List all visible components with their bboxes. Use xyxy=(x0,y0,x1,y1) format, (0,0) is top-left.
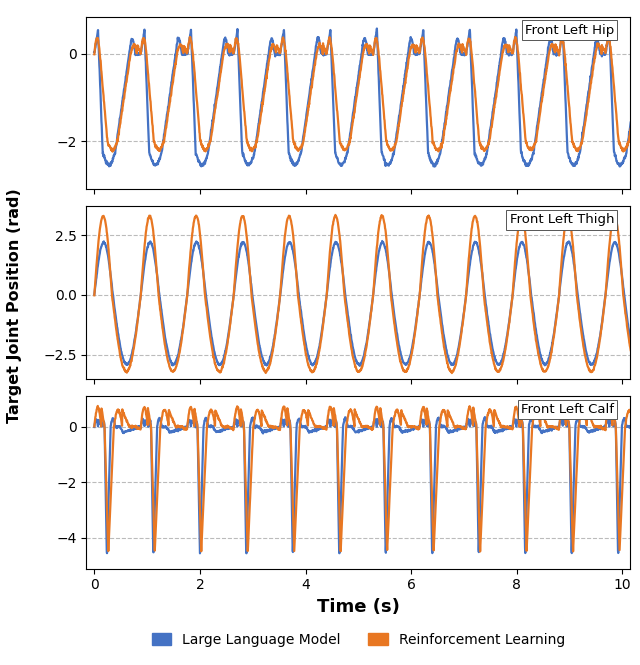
Text: Front Left Hip: Front Left Hip xyxy=(525,23,614,37)
Legend: Large Language Model, Reinforcement Learning: Large Language Model, Reinforcement Lear… xyxy=(146,627,571,652)
Text: Front Left Calf: Front Left Calf xyxy=(521,403,614,416)
Text: Target Joint Position (rad): Target Joint Position (rad) xyxy=(6,188,22,424)
X-axis label: Time (s): Time (s) xyxy=(317,598,400,616)
Text: Front Left Thigh: Front Left Thigh xyxy=(509,213,614,226)
